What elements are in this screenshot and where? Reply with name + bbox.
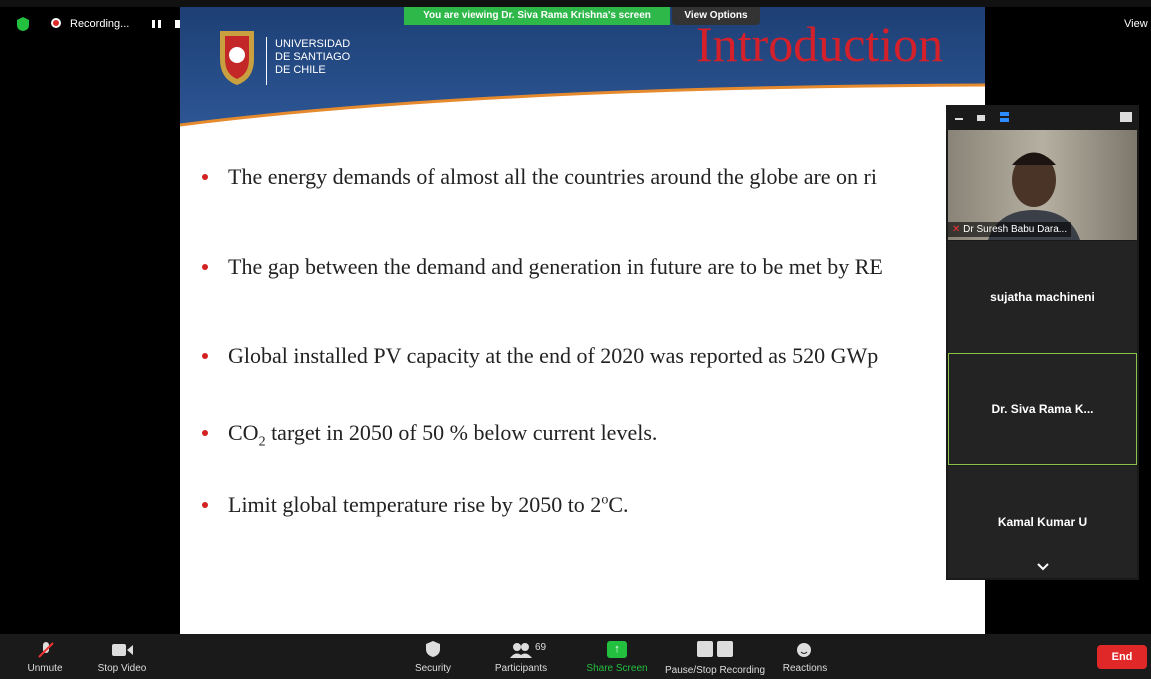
header-curve [180,67,985,137]
reactions-icon[interactable] [796,640,814,658]
bullet: The gap between the demand and generatio… [228,254,883,280]
reactions-button[interactable]: Reactions [783,663,827,674]
shield-icon [15,16,31,32]
participants-icon[interactable] [510,642,532,658]
unmute-button[interactable]: Unmute [27,663,62,674]
exit-button[interactable] [1120,112,1132,122]
university-name: UNIVERSIDAD DE SANTIAGO DE CHILE [275,38,350,77]
university-line: DE CHILE [275,64,350,77]
share-screen-button[interactable]: Share Screen [586,663,647,674]
bullet-text: Limit global temperature rise by 2050 to… [228,492,601,517]
layout-button[interactable] [977,115,985,121]
participant-name: sujatha machineni [990,290,1095,304]
participants-button[interactable]: Participants [495,663,547,674]
bullet-text: C. [608,492,628,517]
stop-video-button[interactable]: Stop Video [98,663,147,674]
participant-name: Kamal Kumar U [998,515,1087,529]
end-button[interactable]: End [1097,645,1147,669]
participant-count: 69 [535,642,546,653]
video-tile: ✕ Dr Suresh Babu Dara... [948,130,1137,240]
subscript: 2 [259,434,266,449]
recording-status: Recording... [70,18,129,30]
toolbar [0,634,1151,679]
bullet-text: The energy demands of almost all the cou… [228,164,877,189]
bullet: Global installed PV capacity at the end … [228,343,878,369]
bullet-text: Global installed PV capacity at the end … [228,343,878,368]
bullet: Limit global temperature rise by 2050 to… [228,492,629,518]
university-line: UNIVERSIDAD [275,38,350,51]
muted-icon: ✕ [952,224,963,235]
record-dot [50,17,62,29]
scroll-down[interactable] [1036,562,1050,572]
share-screen-icon[interactable]: ↑ [607,641,627,658]
camera-icon[interactable] [112,643,134,657]
view-button[interactable]: View [1124,18,1148,30]
pause-recording[interactable] [152,20,161,28]
bullet: CO2 target in 2050 of 50 % below current… [228,420,657,450]
bullet-text: CO [228,420,259,445]
bullet-text: The gap between the demand and generatio… [228,254,883,279]
shared-slide: UNIVERSIDAD DE SANTIAGO DE CHILE Introdu… [180,7,985,634]
stop-icon[interactable] [717,641,733,657]
security-button[interactable]: Security [415,663,451,674]
top-strip [0,0,1151,7]
view-options[interactable]: View Options [672,7,760,25]
bullet: The energy demands of almost all the cou… [228,164,877,190]
bullet-text: target in 2050 of 50 % below current lev… [266,420,658,445]
viewing-banner: You are viewing Dr. Siva Rama Krishna's … [404,7,670,25]
participant-tile: Dr. Siva Rama K... [948,353,1137,465]
university-line: DE SANTIAGO [275,51,350,64]
layout-button[interactable] [1000,112,1009,122]
recording-button[interactable]: Pause/Stop Recording [665,665,765,676]
security-icon[interactable] [425,640,441,658]
participant-name: ✕ Dr Suresh Babu Dara... [948,222,1071,237]
zoom-window: Recording... UNIVERSIDAD DE SANTIAGO DE … [0,0,1151,679]
participant-name-text: Dr Suresh Babu Dara... [963,224,1067,235]
participant-name: Dr. Siva Rama K... [991,402,1093,416]
mic-muted-icon[interactable] [36,640,56,660]
university-crest [212,19,262,89]
divider [266,37,267,85]
pause-icon[interactable] [697,641,713,657]
participant-tile: sujatha machineni [948,241,1137,353]
minimize[interactable] [955,118,963,120]
